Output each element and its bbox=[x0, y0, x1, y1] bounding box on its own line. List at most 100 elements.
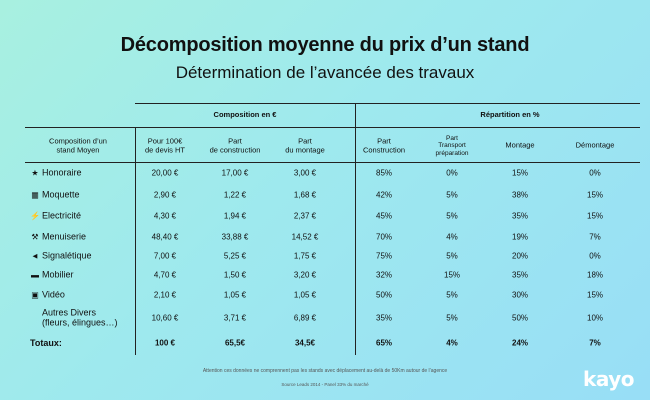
table-cell: 32% bbox=[375, 270, 393, 280]
trophy-icon: ★ bbox=[31, 168, 39, 178]
column-header-c6: Montage bbox=[505, 140, 535, 150]
page-subtitle: Détermination de l’avancée des travaux bbox=[175, 63, 475, 82]
table-cell: 1,50 € bbox=[223, 270, 247, 280]
column-header-c5: Part Transport préparation bbox=[435, 134, 469, 157]
table-cell: 2,10 € bbox=[153, 290, 177, 300]
row-label: ▣ Vidéo bbox=[30, 290, 65, 301]
row-label: ⚡ Electricité bbox=[30, 211, 81, 222]
table-cell: 5% bbox=[446, 211, 458, 221]
row-label-text: Moquette bbox=[42, 190, 80, 201]
row-label: ★ Honoraire bbox=[30, 168, 81, 179]
table-cell: 4% bbox=[446, 232, 458, 242]
table-cell: 4,30 € bbox=[153, 211, 177, 221]
vrule-1 bbox=[135, 127, 136, 355]
rule-header-top bbox=[25, 127, 640, 128]
table-cell: 15% bbox=[443, 270, 461, 280]
table-cell: 50% bbox=[375, 290, 393, 300]
table-cell: 1,75 € bbox=[293, 251, 317, 261]
table-cell: 20,00 € bbox=[151, 168, 179, 178]
table-cell: 35% bbox=[511, 270, 529, 280]
table-cell: 14,52 € bbox=[291, 232, 319, 242]
table-cell: 35% bbox=[511, 211, 529, 221]
table-cell: 15% bbox=[586, 211, 604, 221]
table-cell: 15% bbox=[511, 168, 529, 178]
table-cell: 10,60 € bbox=[151, 313, 179, 323]
column-header-c3: Part du montage bbox=[285, 136, 325, 154]
table-cell: 45% bbox=[375, 211, 393, 221]
table-cell: 50% bbox=[511, 313, 529, 323]
table-cell: 15% bbox=[586, 290, 604, 300]
table-cell: 0% bbox=[589, 251, 601, 261]
table-cell: 1,94 € bbox=[223, 211, 247, 221]
row-label-text: Electricité bbox=[42, 211, 82, 222]
rule-top bbox=[135, 103, 640, 104]
table-cell: 48,40 € bbox=[151, 232, 179, 242]
row-label-text: Autres Divers (fleurs, élingues…) bbox=[42, 307, 118, 328]
row-label: ▬ Mobilier bbox=[30, 270, 74, 281]
column-header-c2: Part de construction bbox=[209, 136, 261, 154]
table-cell: 3,00 € bbox=[293, 168, 317, 178]
table-cell: 85% bbox=[375, 168, 393, 178]
vrule-2 bbox=[355, 103, 356, 355]
table-cell: 70% bbox=[375, 232, 393, 242]
totals-cell: 65,5€ bbox=[224, 338, 246, 348]
table-cell: 19% bbox=[511, 232, 529, 242]
table-cell: 5% bbox=[446, 290, 458, 300]
row-label: ⚒ Menuiserie bbox=[30, 232, 86, 243]
kayo-logo: kayo bbox=[583, 367, 634, 391]
table-cell: 20% bbox=[511, 251, 529, 261]
plug-icon: ⚡ bbox=[30, 211, 40, 221]
megaphone-icon: ◄ bbox=[31, 251, 39, 261]
table-cell: 3,20 € bbox=[293, 270, 317, 280]
table-cell: 4,70 € bbox=[153, 270, 177, 280]
carpet-icon: ▦ bbox=[31, 190, 39, 200]
column-header-c1: Pour 100€ de devis HT bbox=[144, 136, 186, 154]
table-cell: 10% bbox=[586, 313, 604, 323]
table-cell: 75% bbox=[375, 251, 393, 261]
table-cell: 2,90 € bbox=[153, 190, 177, 200]
table-cell: 33,88 € bbox=[221, 232, 249, 242]
table-cell: 3,71 € bbox=[223, 313, 247, 323]
row-label: Autres Divers (fleurs, élingues…) bbox=[30, 308, 118, 329]
row-label-text: Signalétique bbox=[42, 251, 92, 262]
totals-cell: 24% bbox=[511, 338, 529, 348]
table-cell: 35% bbox=[375, 313, 393, 323]
table-cell: 30% bbox=[511, 290, 529, 300]
table-cell: 1,68 € bbox=[293, 190, 317, 200]
totals-cell: 34,5€ bbox=[294, 338, 316, 348]
totals-cell: 4% bbox=[446, 338, 458, 348]
table-cell: 18% bbox=[586, 270, 604, 280]
table-cell: 0% bbox=[589, 168, 601, 178]
group-header-composition: Composition en € bbox=[213, 110, 277, 119]
carpenter-icon: ⚒ bbox=[31, 232, 39, 242]
table-cell: 5% bbox=[446, 190, 458, 200]
table-cell: 1,05 € bbox=[293, 290, 317, 300]
sofa-icon: ▬ bbox=[31, 270, 39, 280]
table-cell: 1,05 € bbox=[223, 290, 247, 300]
totals-cell: 7% bbox=[589, 338, 601, 348]
totals-cell: 100 € bbox=[154, 338, 176, 348]
tv-icon: ▣ bbox=[31, 290, 39, 300]
footnote: Attention ces données ne comprennent pas… bbox=[202, 368, 448, 374]
table-cell: 42% bbox=[375, 190, 393, 200]
table-cell: 15% bbox=[586, 190, 604, 200]
totals-label: Totaux: bbox=[30, 337, 62, 348]
column-header-label: Composition d’un stand Moyen bbox=[49, 136, 107, 154]
table-cell: 5,25 € bbox=[223, 251, 247, 261]
table-cell: 5% bbox=[446, 251, 458, 261]
column-header-c7: Démontage bbox=[575, 140, 615, 150]
table-cell: 6,89 € bbox=[293, 313, 317, 323]
row-label-text: Mobilier bbox=[42, 270, 74, 281]
table-cell: 7% bbox=[589, 232, 601, 242]
row-label: ◄ Signalétique bbox=[30, 251, 92, 262]
rule-header-bottom bbox=[25, 162, 640, 163]
row-label: ▦ Moquette bbox=[30, 190, 80, 201]
column-header-c4: Part Construction bbox=[362, 136, 406, 154]
row-label-text: Menuiserie bbox=[42, 232, 87, 243]
table-cell: 5% bbox=[446, 313, 458, 323]
table-cell: 17,00 € bbox=[221, 168, 249, 178]
table-cell: 7,00 € bbox=[153, 251, 177, 261]
group-header-repartition: Répartition en % bbox=[480, 110, 540, 119]
table-cell: 38% bbox=[511, 190, 529, 200]
table-cell: 2,37 € bbox=[293, 211, 317, 221]
